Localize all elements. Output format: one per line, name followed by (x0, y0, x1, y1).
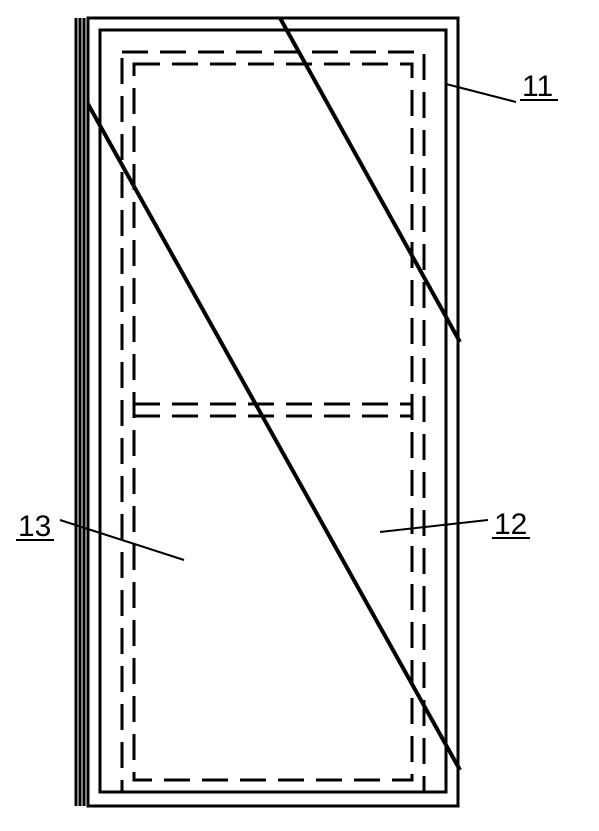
diagonal-brace (88, 104, 460, 770)
label-13: 13 (18, 510, 51, 543)
label-12: 12 (494, 508, 527, 541)
hidden-frame-inner (134, 64, 412, 780)
hidden-frame-outer (122, 52, 424, 792)
outer-frame (88, 18, 458, 806)
inner-frame (100, 30, 446, 792)
label-11: 11 (522, 70, 553, 103)
diagonal-brace (280, 18, 460, 342)
leader-line-12 (380, 520, 488, 532)
